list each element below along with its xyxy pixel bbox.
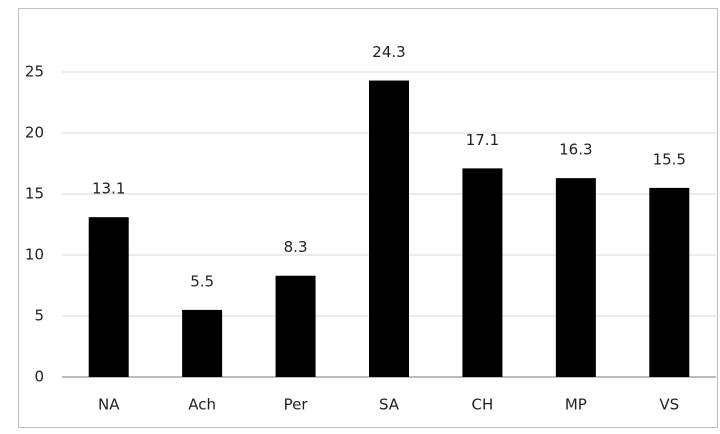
x-tick-label: MP bbox=[565, 396, 587, 414]
y-tick-label: 25 bbox=[25, 63, 44, 81]
y-tick-label: 0 bbox=[34, 368, 44, 386]
bar bbox=[369, 80, 409, 377]
data-label: 17.1 bbox=[466, 131, 499, 149]
data-label: 8.3 bbox=[284, 238, 308, 256]
bar bbox=[88, 217, 129, 377]
x-tick-label: CH bbox=[472, 396, 494, 414]
bar bbox=[555, 178, 596, 377]
x-tick-label: VS bbox=[659, 396, 679, 414]
data-label: 24.3 bbox=[372, 43, 405, 61]
bar bbox=[649, 187, 690, 377]
bar bbox=[462, 168, 503, 377]
x-tick-label: SA bbox=[379, 396, 400, 414]
y-tick-label: 10 bbox=[25, 246, 44, 264]
data-label: 15.5 bbox=[653, 150, 686, 168]
x-tick-label: Ach bbox=[188, 396, 216, 414]
data-label: 5.5 bbox=[190, 272, 214, 290]
x-tick-label: NA bbox=[98, 396, 120, 414]
data-label: 16.3 bbox=[559, 141, 592, 159]
bar bbox=[275, 275, 316, 377]
y-tick-label: 20 bbox=[25, 124, 44, 142]
bar bbox=[182, 309, 223, 377]
chart-border bbox=[18, 8, 718, 428]
y-tick-label: 5 bbox=[34, 307, 44, 325]
data-label: 13.1 bbox=[92, 180, 125, 198]
x-tick-label: Per bbox=[284, 396, 309, 414]
y-tick-label: 15 bbox=[25, 185, 44, 203]
